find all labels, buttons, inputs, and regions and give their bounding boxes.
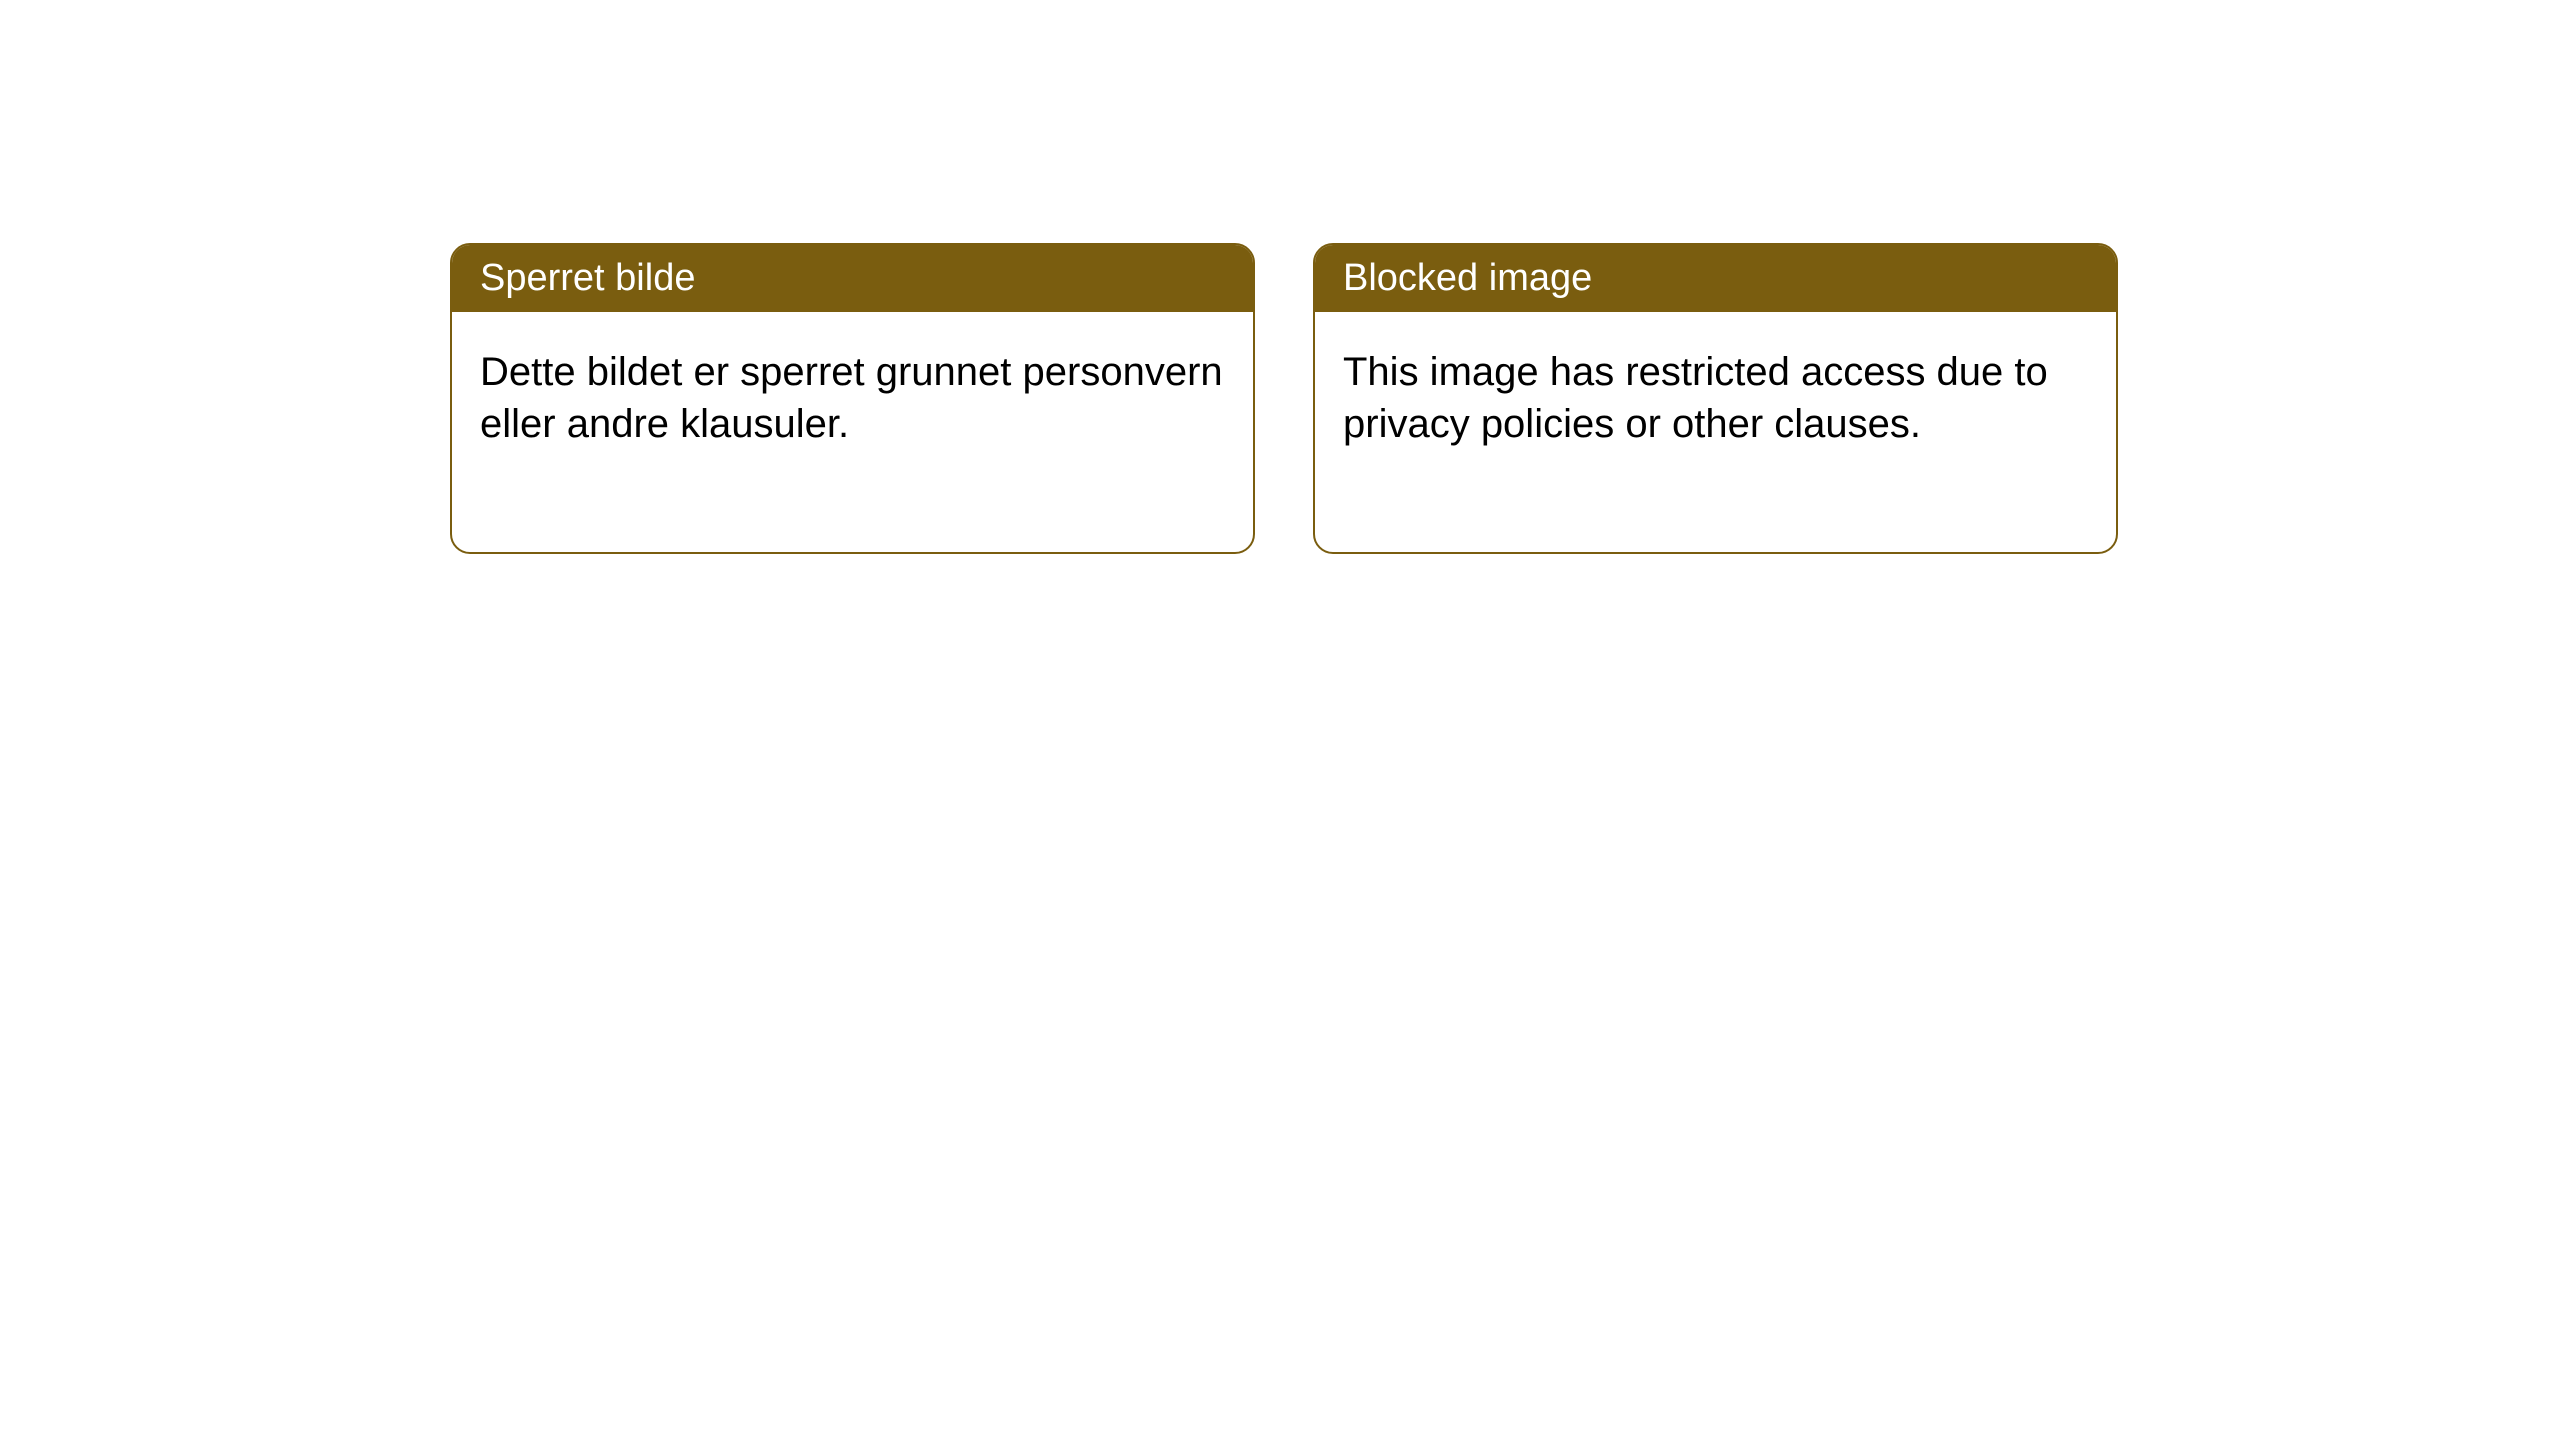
notice-card-en: Blocked image This image has restricted …: [1313, 243, 2118, 554]
notice-card-no: Sperret bilde Dette bildet er sperret gr…: [450, 243, 1255, 554]
notice-container: Sperret bilde Dette bildet er sperret gr…: [0, 0, 2560, 554]
notice-body-no: Dette bildet er sperret grunnet personve…: [452, 312, 1253, 552]
notice-title-no: Sperret bilde: [452, 245, 1253, 312]
notice-body-en: This image has restricted access due to …: [1315, 312, 2116, 552]
notice-title-en: Blocked image: [1315, 245, 2116, 312]
